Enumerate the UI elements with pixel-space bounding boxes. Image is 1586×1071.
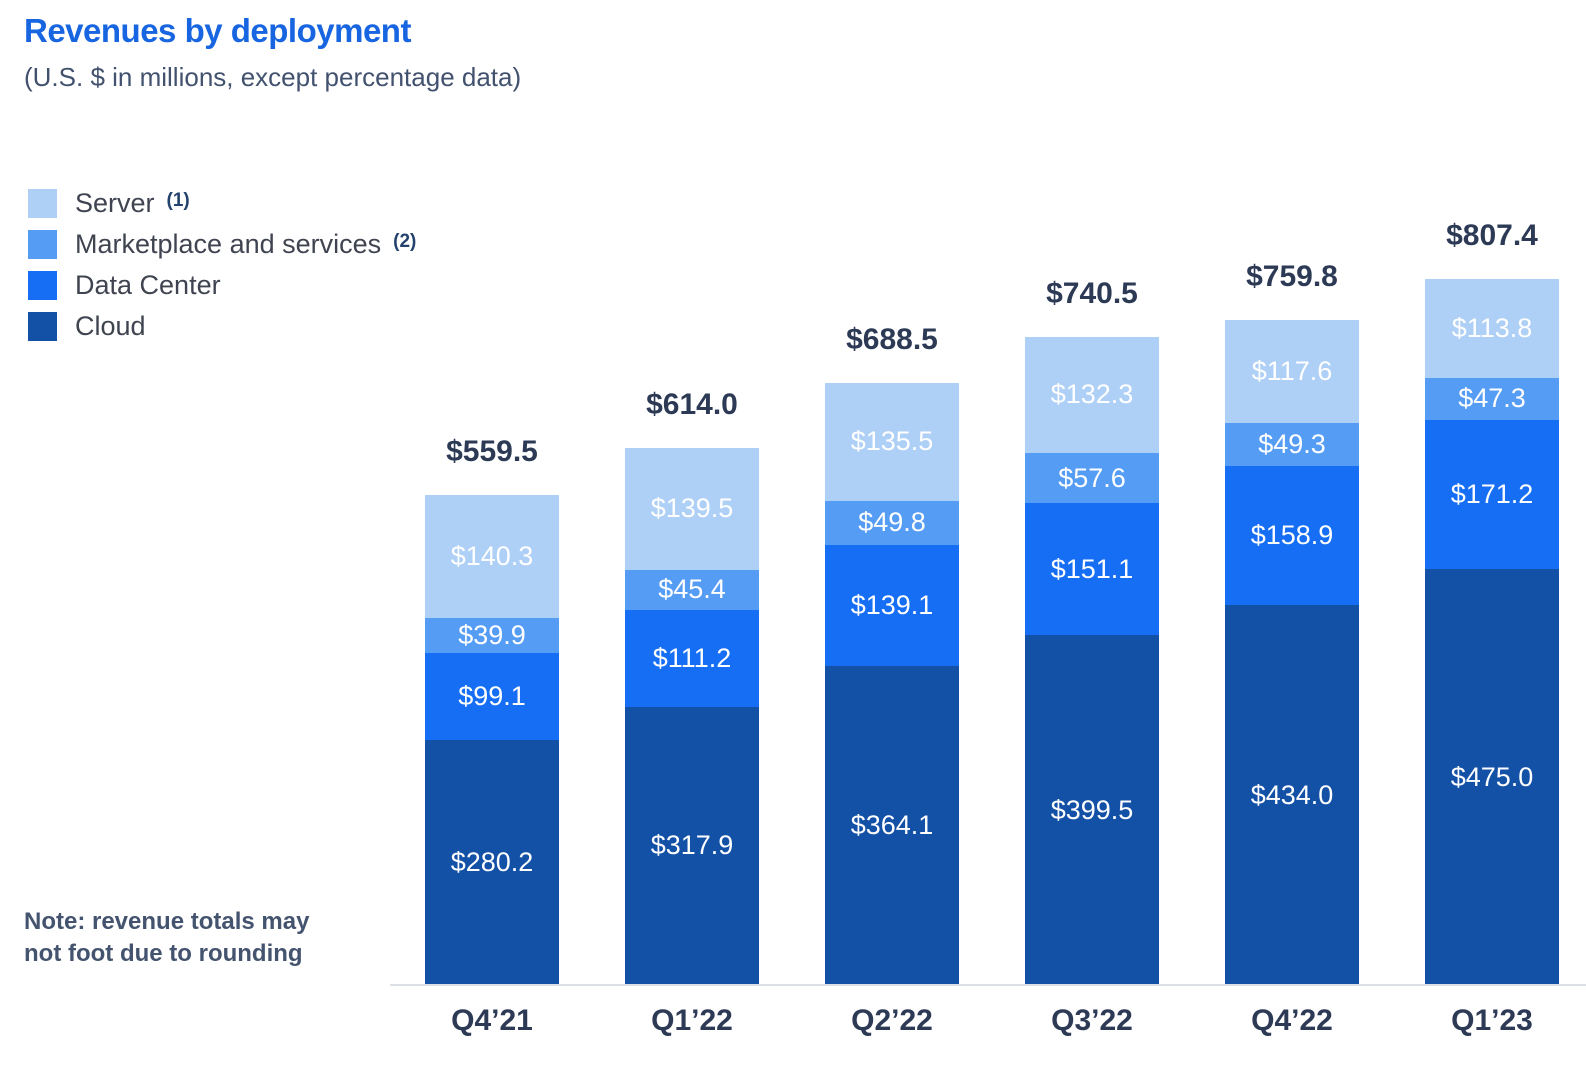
- segment-value-label: $139.5: [650, 493, 734, 524]
- server-swatch-icon: [28, 189, 57, 218]
- bar-q1-23: $113.8 $47.3 $171.2 $475.0: [1425, 278, 1559, 985]
- segment-cloud: $475.0: [1425, 569, 1559, 985]
- segment-value-label: $399.5: [1050, 794, 1134, 825]
- segment-value-label: $99.1: [458, 680, 526, 711]
- segment-value-label: $45.4: [658, 574, 726, 605]
- x-axis-label-q3-22: Q3’22: [1051, 1004, 1133, 1037]
- segment-data-center: $139.1: [825, 544, 959, 667]
- segment-value-label: $113.8: [1451, 312, 1533, 343]
- segment-data-center: $111.2: [625, 609, 759, 707]
- segment-value-label: $280.2: [450, 846, 534, 877]
- legend-superscript: (1): [166, 189, 190, 211]
- page-title: Revenues by deployment: [24, 12, 411, 49]
- segment-marketplace-and-services: $39.9: [425, 618, 559, 654]
- legend-item-cloud: Cloud: [28, 311, 416, 341]
- segment-value-label: $49.3: [1258, 429, 1326, 460]
- total-label-q2-22: $688.5: [846, 322, 938, 356]
- total-label-q3-22: $740.5: [1046, 277, 1138, 311]
- segment-data-center: $158.9: [1225, 466, 1359, 606]
- segment-value-label: $132.3: [1050, 379, 1134, 410]
- legend-label: Cloud: [75, 311, 146, 341]
- legend-item-server: Server (1): [28, 188, 416, 218]
- segment-server: $132.3: [1025, 337, 1159, 453]
- segment-value-label: $317.9: [650, 830, 734, 861]
- footnote-line-1: Note: revenue totals may: [24, 908, 310, 935]
- x-axis-baseline: [390, 984, 1586, 986]
- total-label-q4-22: $759.8: [1246, 260, 1338, 294]
- segment-value-label: $171.2: [1450, 478, 1534, 509]
- legend-superscript: (2): [393, 230, 417, 252]
- segment-server: $113.8: [1425, 278, 1559, 379]
- segment-marketplace-and-services: $49.8: [825, 501, 959, 545]
- segment-server: $139.5: [625, 447, 759, 570]
- legend: Server (1) Marketplace and services (2) Data…: [28, 188, 417, 341]
- segment-value-label: $57.6: [1058, 462, 1126, 493]
- x-axis-label-q4-21: Q4’21: [451, 1004, 533, 1037]
- legend-label: Data Center: [75, 270, 221, 300]
- segment-value-label: $111.2: [652, 642, 732, 673]
- cloud-swatch-icon: [28, 312, 57, 341]
- marketplace-and-services-swatch-icon: [28, 230, 57, 259]
- x-axis-label-q4-22: Q4’22: [1251, 1004, 1333, 1037]
- segment-server: $140.3: [425, 495, 559, 619]
- segment-data-center: $171.2: [1425, 419, 1559, 570]
- legend-item-marketplace-and-services: Marketplace and services (2): [28, 229, 417, 259]
- segment-value-label: $434.0: [1250, 779, 1334, 810]
- bar-q1-22: $139.5 $45.4 $111.2 $317.9: [625, 447, 759, 985]
- segment-value-label: $117.6: [1251, 356, 1333, 387]
- data-center-swatch-icon: [28, 271, 57, 300]
- x-axis-label-q1-23: Q1’23: [1451, 1004, 1533, 1037]
- footnote-line-2: not foot due to rounding: [24, 939, 303, 967]
- segment-value-label: $140.3: [450, 541, 534, 572]
- segment-cloud: $280.2: [425, 739, 559, 985]
- segment-value-label: $139.1: [850, 590, 934, 621]
- segment-value-label: $364.1: [850, 810, 934, 841]
- segment-cloud: $399.5: [1025, 635, 1159, 985]
- segment-value-label: $151.1: [1050, 553, 1134, 584]
- page-subtitle: (U.S. $ in millions, except percentage d…: [24, 62, 522, 92]
- segment-marketplace-and-services: $45.4: [625, 569, 759, 610]
- legend-label: Server: [75, 188, 155, 218]
- segment-cloud: $364.1: [825, 666, 959, 985]
- bar-q4-21: $140.3 $39.9 $99.1 $280.2: [425, 495, 559, 985]
- footnote: Note: revenue totals may not foot due to…: [24, 906, 309, 969]
- segment-data-center: $151.1: [1025, 503, 1159, 636]
- segment-cloud: $317.9: [625, 706, 759, 985]
- segment-value-label: $49.8: [858, 507, 926, 538]
- segment-data-center: $99.1: [425, 653, 559, 740]
- segment-value-label: $158.9: [1250, 520, 1334, 551]
- legend-label: Marketplace and services: [75, 229, 382, 259]
- segment-marketplace-and-services: $47.3: [1425, 378, 1559, 420]
- total-label-q1-22: $614.0: [646, 387, 738, 421]
- segment-value-label: $39.9: [458, 620, 526, 651]
- total-label-q4-21: $559.5: [446, 435, 538, 469]
- segment-value-label: $47.3: [1458, 383, 1526, 414]
- total-label-q1-23: $807.4: [1446, 218, 1538, 252]
- segment-server: $135.5: [825, 382, 959, 502]
- segment-marketplace-and-services: $57.6: [1025, 452, 1159, 504]
- x-axis-label-q1-22: Q1’22: [651, 1004, 733, 1037]
- segment-value-label: $475.0: [1450, 761, 1534, 792]
- segment-server: $117.6: [1225, 320, 1359, 424]
- bar-q4-22: $117.6 $49.3 $158.9 $434.0: [1225, 320, 1359, 985]
- segment-cloud: $434.0: [1225, 605, 1359, 985]
- legend-item-data-center: Data Center: [28, 270, 416, 300]
- bar-q2-22: $135.5 $49.8 $139.1 $364.1: [825, 382, 959, 985]
- segment-value-label: $135.5: [850, 426, 934, 457]
- segment-marketplace-and-services: $49.3: [1225, 423, 1359, 467]
- x-axis-label-q2-22: Q2’22: [851, 1004, 933, 1037]
- bar-q3-22: $132.3 $57.6 $151.1 $399.5: [1025, 337, 1159, 985]
